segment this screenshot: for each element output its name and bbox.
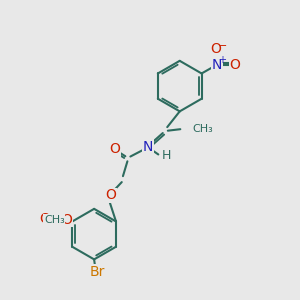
- Text: CH₃: CH₃: [192, 124, 213, 134]
- Text: Br: Br: [89, 265, 105, 279]
- Text: O: O: [40, 212, 51, 226]
- Text: N: N: [142, 140, 153, 154]
- Text: +: +: [218, 56, 226, 65]
- Text: O: O: [39, 212, 50, 226]
- Text: O: O: [61, 213, 72, 227]
- Text: O: O: [230, 58, 240, 71]
- Text: O: O: [50, 213, 61, 227]
- Text: O: O: [105, 188, 116, 203]
- Text: H: H: [162, 149, 171, 162]
- Text: methoxy_placeholder: methoxy_placeholder: [52, 218, 67, 220]
- Text: O: O: [210, 42, 221, 56]
- Text: −: −: [218, 40, 227, 50]
- Text: CH₃: CH₃: [44, 215, 65, 225]
- Text: N: N: [212, 58, 222, 71]
- Text: O: O: [110, 142, 120, 156]
